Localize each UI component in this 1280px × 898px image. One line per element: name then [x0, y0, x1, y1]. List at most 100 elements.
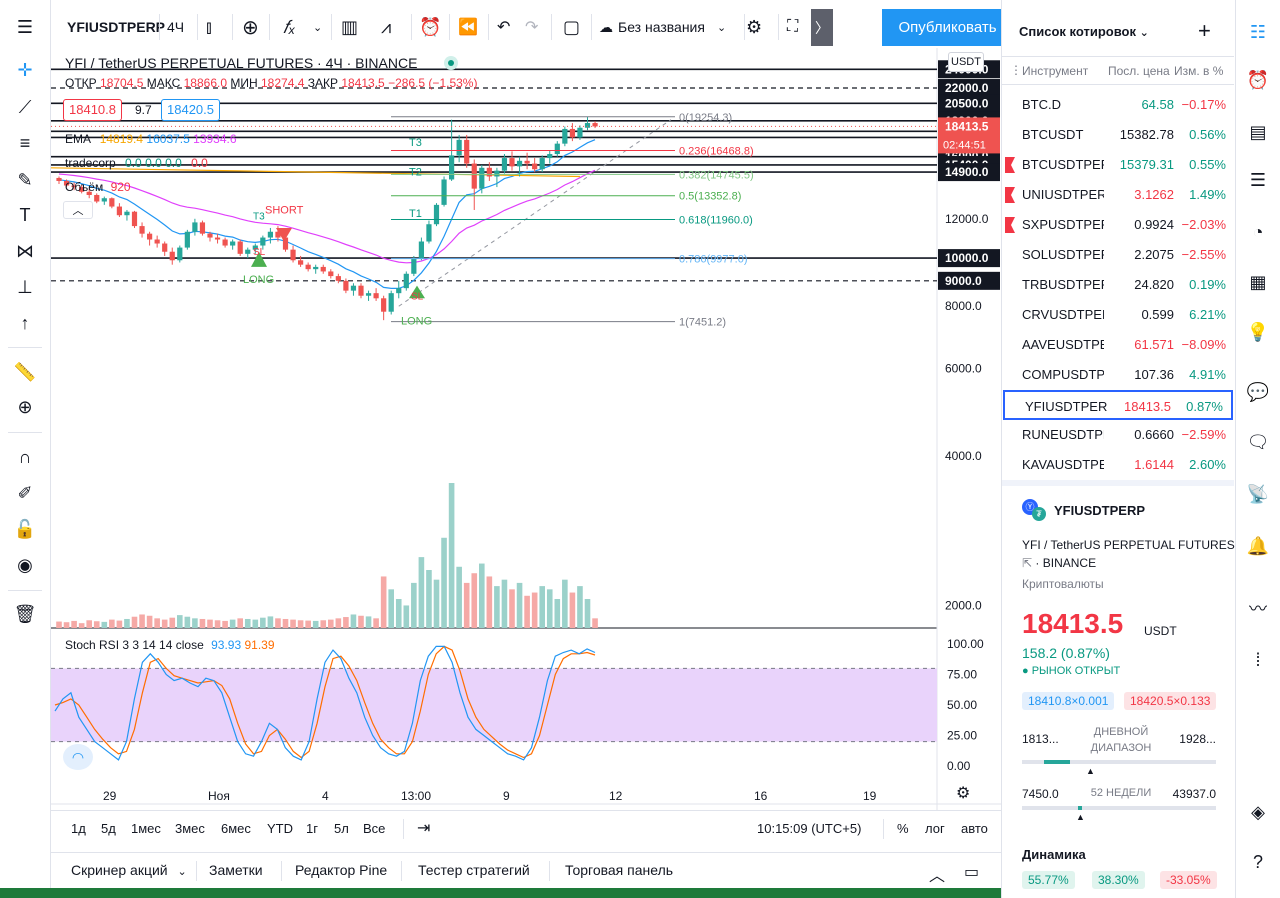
- volume-legend[interactable]: Объём 920: [65, 180, 131, 194]
- watchlist-row[interactable]: COMPUSDTPERP 107.36 4.91%: [1002, 360, 1234, 390]
- watchlist-row[interactable]: BTCUSDTPERP 15379.31 0.55%: [1002, 150, 1234, 180]
- watchlist-row[interactable]: CRVUSDTPERP 0.599 6.21%: [1002, 300, 1234, 330]
- timeframe-5y[interactable]: 5л: [334, 821, 349, 836]
- column-instrument[interactable]: Инструмент: [1022, 64, 1089, 78]
- timeframe-1d[interactable]: 1д: [71, 821, 86, 836]
- zoom-in-icon[interactable]: ⊕: [17, 396, 33, 417]
- tradecorp-legend[interactable]: tradecorp 0.0 0.0 0.0 0.0: [65, 156, 208, 170]
- tradingview-logo-icon[interactable]: ◠: [63, 744, 93, 770]
- candles-icon[interactable]: ⫾: [206, 16, 212, 37]
- sell-price-button[interactable]: 18410.8: [63, 99, 122, 121]
- layout-name[interactable]: ☁ Без названия ⌄: [599, 12, 726, 42]
- crosshair-icon[interactable]: ✛: [17, 59, 33, 80]
- percent-toggle[interactable]: %: [897, 821, 909, 836]
- calendar-icon[interactable]: ▦: [1249, 271, 1267, 292]
- fib-retracement-icon[interactable]: ≡: [19, 132, 31, 153]
- chat-icon[interactable]: 💬: [1246, 381, 1270, 402]
- watchlist-row[interactable]: SOLUSDTPERP 2.2075 −2.55%: [1002, 240, 1234, 270]
- help-icon[interactable]: ?: [1252, 851, 1263, 872]
- timeframe-6m[interactable]: 6мес: [221, 821, 251, 836]
- chevron-down-icon[interactable]: ⌄: [313, 21, 323, 34]
- stoch-legend[interactable]: Stoch RSI 3 3 14 14 close 93.93 91.39: [65, 638, 275, 652]
- watchlist-row[interactable]: BTC.D 64.58 −0.17%: [1002, 90, 1234, 120]
- column-change[interactable]: Изм. в %: [1174, 64, 1224, 78]
- watchlist-title[interactable]: Список котировок ⌄: [1019, 24, 1149, 39]
- column-last[interactable]: Посл. цена: [1108, 64, 1170, 78]
- watchlist-row[interactable]: BTCUSDT 15382.78 0.56%: [1002, 120, 1234, 150]
- data-window-icon[interactable]: ☰: [1249, 169, 1267, 190]
- tab-strategy-tester[interactable]: Тестер стратегий: [418, 862, 530, 878]
- redo-icon[interactable]: ↷: [525, 19, 539, 36]
- drag-handle-icon[interactable]: ⋮: [1010, 63, 1022, 77]
- tab-notes[interactable]: Заметки: [209, 862, 263, 878]
- watchlist-row[interactable]: KAVAUSDTPERP 1.6144 2.60%: [1002, 450, 1234, 480]
- prediction-icon[interactable]: ⊥: [17, 276, 33, 297]
- timeframe-5d[interactable]: 5д: [101, 821, 116, 836]
- settings-icon[interactable]: ⚙: [746, 16, 763, 37]
- menu-icon[interactable]: ☰: [16, 16, 34, 37]
- chart-settings-icon[interactable]: ⚙: [956, 785, 971, 802]
- details-exchange[interactable]: ⇱ · BINANCE: [1022, 556, 1097, 570]
- streams-icon[interactable]: 📡: [1246, 483, 1270, 504]
- add-compare-icon[interactable]: ⊕: [242, 16, 259, 39]
- chart-area[interactable]: 0(19254.3) 0.236(16468.8) 0.382(14745.5) 0.…: [51, 48, 1001, 810]
- templates-icon[interactable]: ▥: [341, 16, 359, 37]
- layers-icon[interactable]: ◈: [1251, 801, 1265, 822]
- timeframe-3m[interactable]: 3мес: [175, 821, 205, 836]
- watchlist-row[interactable]: TRBUSDTPERP 24.820 0.19%: [1002, 270, 1234, 300]
- fullscreen-icon[interactable]: ⛶: [787, 18, 799, 35]
- text-icon[interactable]: T: [19, 204, 31, 225]
- publish-button[interactable]: Опубликовать: [882, 9, 1013, 46]
- trendline-icon[interactable]: ⟋: [18, 96, 32, 117]
- indicators-icon[interactable]: 𝑓ₓ: [283, 16, 296, 37]
- bar-replay-icon[interactable]: ⏪: [458, 19, 478, 36]
- collapse-legend-icon[interactable]: ︿: [63, 201, 93, 219]
- tab-trading-panel[interactable]: Торговая панель: [565, 862, 674, 878]
- flag-icon[interactable]: [1005, 157, 1015, 173]
- auto-toggle[interactable]: авто: [961, 821, 988, 836]
- flag-icon[interactable]: [1005, 217, 1015, 233]
- collapse-panel-icon[interactable]: ︿: [929, 868, 946, 885]
- maximize-panel-icon[interactable]: ▭: [964, 864, 980, 881]
- timeframe-all[interactable]: Все: [363, 821, 386, 836]
- currency-label[interactable]: USDT: [948, 52, 984, 72]
- tab-screener[interactable]: Скринер акций ⌄: [71, 862, 187, 878]
- symbol-search[interactable]: YFIUSDTPERP: [67, 19, 166, 35]
- brush-icon[interactable]: ✎: [17, 169, 33, 190]
- tab-pine-editor[interactable]: Редактор Pine: [295, 862, 388, 878]
- eye-icon[interactable]: ◉: [17, 554, 33, 575]
- ideas-icon[interactable]: 💡: [1246, 321, 1270, 342]
- alerts-clock-icon[interactable]: ⏰: [1246, 69, 1270, 90]
- trash-icon[interactable]: 🗑: [13, 603, 37, 624]
- log-toggle[interactable]: лог: [925, 821, 945, 836]
- watchlist-row[interactable]: RUNEUSDTPERP 0.6660 −2.59%: [1002, 420, 1234, 450]
- watchlist-row[interactable]: SXPUSDTPERP 0.9924 −2.03%: [1002, 210, 1234, 240]
- alert-icon[interactable]: ⏰: [419, 16, 442, 37]
- date-range-icon[interactable]: ⇥: [417, 820, 431, 837]
- hotlist-icon[interactable]: ◔: [1252, 221, 1264, 242]
- interval-button[interactable]: 4Ч: [167, 19, 185, 35]
- ruler-icon[interactable]: 📏: [13, 361, 37, 382]
- trading-icon[interactable]: 〰: [1249, 599, 1267, 619]
- fullscreen-square-icon[interactable]: ▢: [563, 16, 581, 37]
- collapse-icon[interactable]: 〉: [811, 9, 833, 46]
- add-symbol-icon[interactable]: +: [1198, 18, 1211, 43]
- news-icon[interactable]: ▤: [1249, 121, 1267, 142]
- notifications-icon[interactable]: 🔔: [1246, 535, 1270, 556]
- lock-drawing-icon[interactable]: ✐: [17, 482, 33, 503]
- arrow-icon[interactable]: ↑: [20, 312, 30, 333]
- magnet-icon[interactable]: ∩: [18, 446, 32, 467]
- private-chat-icon[interactable]: 🗨: [1246, 431, 1270, 452]
- pattern-icon[interactable]: ⋈: [16, 240, 34, 261]
- watchlist-row[interactable]: UNIUSDTPERP 3.1262 1.49%: [1002, 180, 1234, 210]
- financials-icon[interactable]: ⩘: [381, 16, 392, 37]
- watchlist-row[interactable]: YFIUSDTPERP 18413.5 0.87%: [1003, 390, 1233, 420]
- watchlist-icon[interactable]: ☷: [1249, 21, 1267, 42]
- ema-legend[interactable]: EMA 14819.4 16037.5 13934.6: [65, 132, 237, 146]
- undo-icon[interactable]: ↶: [497, 19, 511, 36]
- dom-icon[interactable]: ⁞: [1255, 649, 1261, 670]
- timeframe-ytd[interactable]: YTD: [267, 821, 293, 836]
- timeframe-1y[interactable]: 1г: [306, 821, 318, 836]
- flag-icon[interactable]: [1005, 187, 1015, 203]
- clock[interactable]: 10:15:09 (UTC+5): [757, 821, 862, 836]
